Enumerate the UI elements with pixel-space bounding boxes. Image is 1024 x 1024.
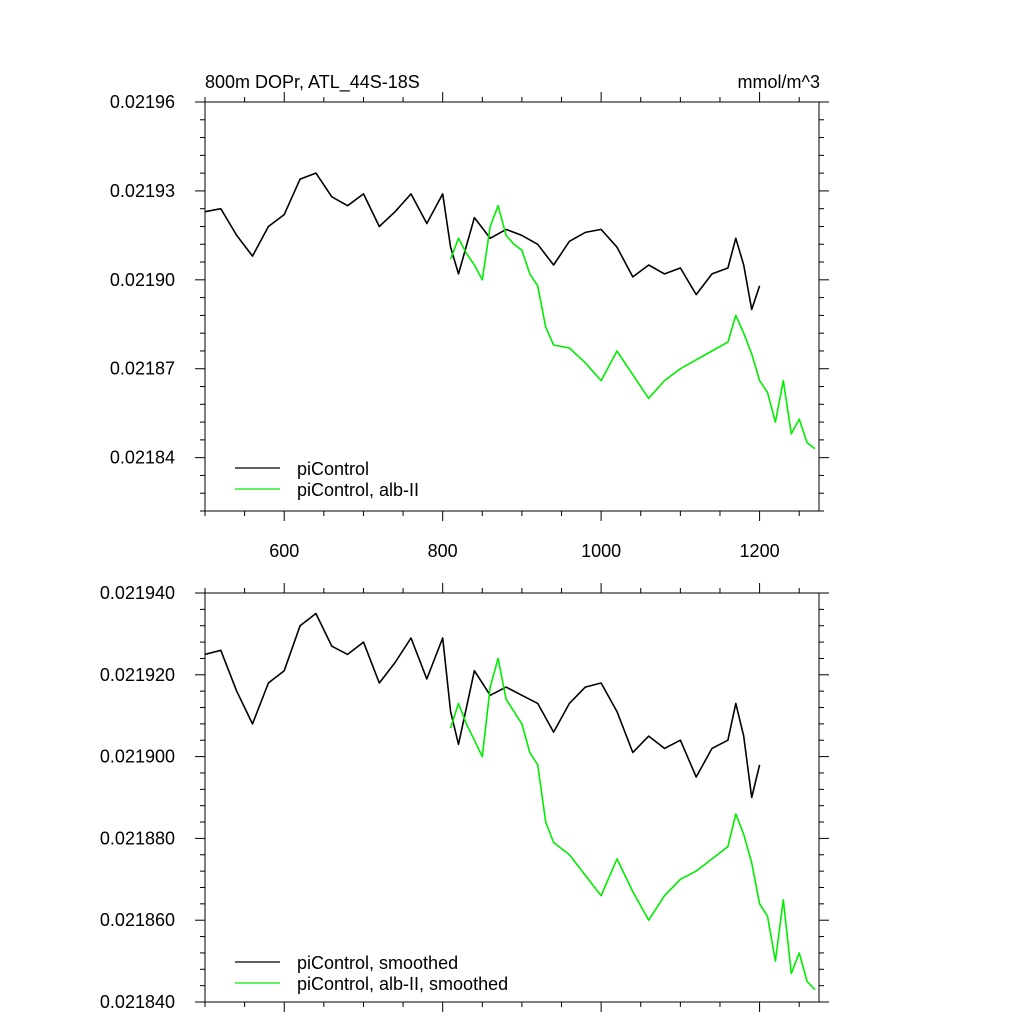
bottom-series-picontrol-line: [204, 612, 761, 799]
top-x-tick-label: 1000: [581, 541, 621, 561]
bottom-series-layer: [204, 612, 816, 991]
bottom-legend: piControl, smoothed piControl, alb-II, s…: [235, 953, 508, 994]
top-chart-title: 800m DOPr, ATL_44S-18S: [205, 72, 420, 93]
bottom-y-tick-label: 0.021860: [100, 910, 175, 930]
top-series-layer: [204, 172, 816, 450]
top-y-tick-label: 0.02193: [110, 181, 175, 201]
bottom-panel: 0.021840 0.021860 0.021880 0.021900 0.021920…: [100, 583, 829, 1012]
top-x-tick-label: 600: [269, 541, 299, 561]
bottom-y-tick-label: 0.021900: [100, 747, 175, 767]
bottom-series-alb-ii-line: [449, 657, 816, 991]
bottom-y-tick-label: 0.021940: [100, 583, 175, 603]
top-legend: piControl piControl, alb-II: [235, 459, 419, 500]
top-series-picontrol-line: [204, 172, 761, 311]
bottom-y-tick-label: 0.021840: [100, 992, 175, 1012]
top-series-alb-ii-line: [449, 204, 816, 450]
top-x-tick-label: 800: [428, 541, 458, 561]
top-chart-units: mmol/m^3: [738, 72, 820, 92]
bottom-y-tick-label: 0.021880: [100, 828, 175, 848]
top-y-tick-label: 0.02187: [110, 359, 175, 379]
top-legend-label-alb-ii: piControl, alb-II: [297, 480, 419, 500]
bottom-y-tick-label: 0.021920: [100, 665, 175, 685]
top-legend-label-picontrol: piControl: [297, 459, 369, 479]
top-ticks-layer: 600 800 1000 1200 0.02184 0.02187 0.02190 0.021…: [110, 92, 829, 561]
top-x-tick-label: 1200: [740, 541, 780, 561]
top-y-tick-label: 0.02196: [110, 92, 175, 112]
bottom-ticks-layer: 0.021840 0.021860 0.021880 0.021900 0.021920…: [100, 583, 829, 1012]
bottom-legend-label-picontrol-smoothed: piControl, smoothed: [297, 953, 458, 973]
top-y-tick-label: 0.02184: [110, 448, 175, 468]
top-plot-frame: [204, 101, 820, 512]
bottom-plot-frame: [204, 592, 820, 1003]
bottom-legend-label-alb-ii-smoothed: piControl, alb-II, smoothed: [297, 974, 508, 994]
top-panel: 800m DOPr, ATL_44S-18S mmol/m^3 600 800 10…: [110, 72, 829, 561]
top-y-tick-label: 0.02190: [110, 270, 175, 290]
